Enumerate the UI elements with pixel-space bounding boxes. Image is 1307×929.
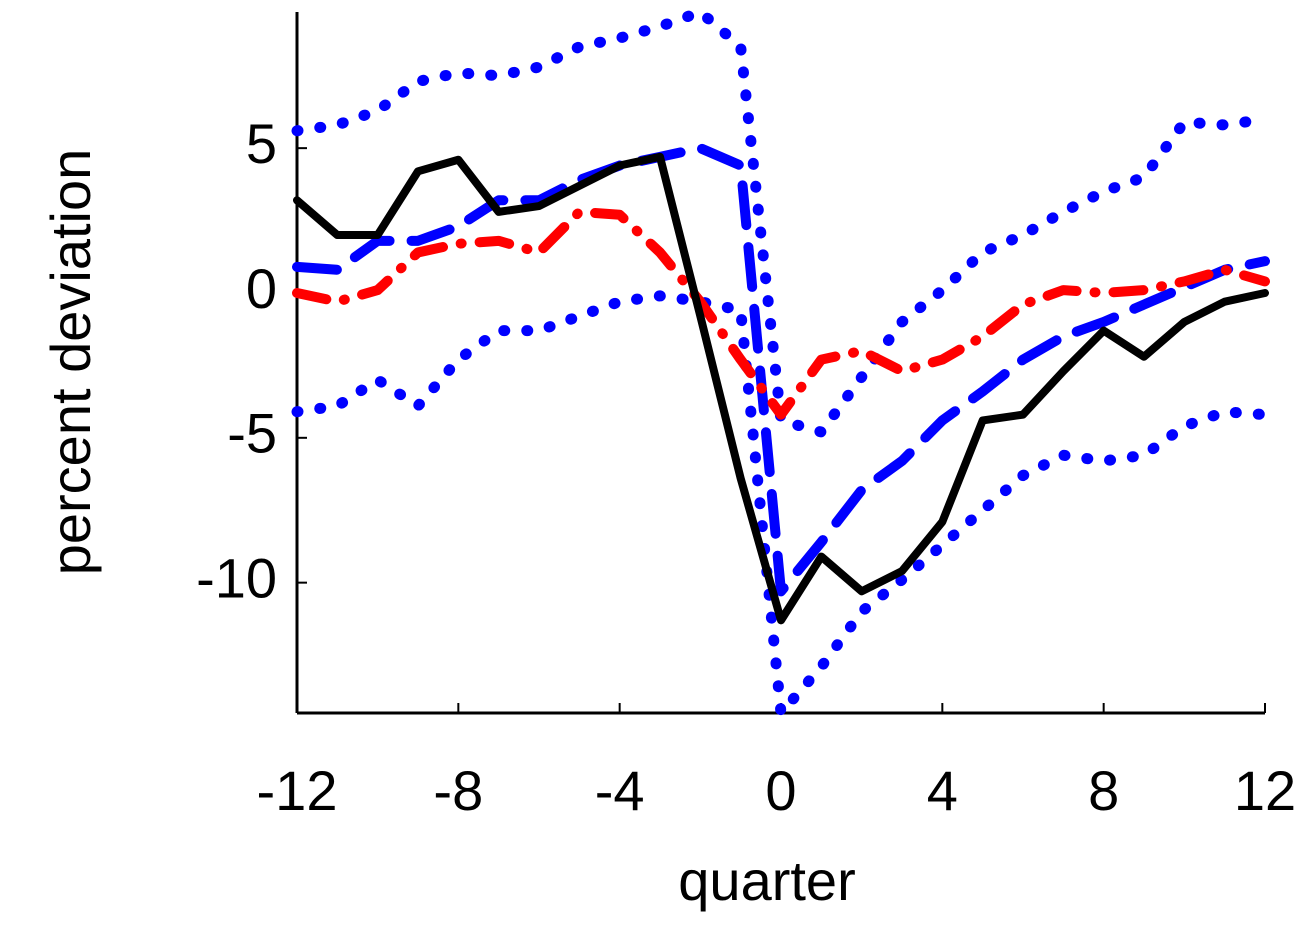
series-line bbox=[292, 143, 1270, 597]
series-line bbox=[291, 290, 1271, 719]
series-line bbox=[291, 6, 1271, 438]
x-tick-label: 4 bbox=[927, 759, 958, 822]
y-tick-label: -5 bbox=[227, 402, 277, 465]
x-tick-label: -12 bbox=[257, 759, 338, 822]
x-tick-label: 8 bbox=[1088, 759, 1119, 822]
y-tick-label: 5 bbox=[246, 112, 277, 175]
y-tick-label: 0 bbox=[246, 257, 277, 320]
series-line bbox=[293, 152, 1269, 625]
x-tick-label: 12 bbox=[1234, 759, 1296, 822]
series-line bbox=[292, 206, 1270, 420]
y-axis-label: percent deviation bbox=[39, 149, 102, 576]
x-tick-label: 0 bbox=[765, 759, 796, 822]
y-tick-label: -10 bbox=[196, 546, 277, 609]
x-tick-label: -4 bbox=[595, 759, 645, 822]
x-axis-label: quarter bbox=[678, 849, 855, 912]
x-tick-label: -8 bbox=[433, 759, 483, 822]
